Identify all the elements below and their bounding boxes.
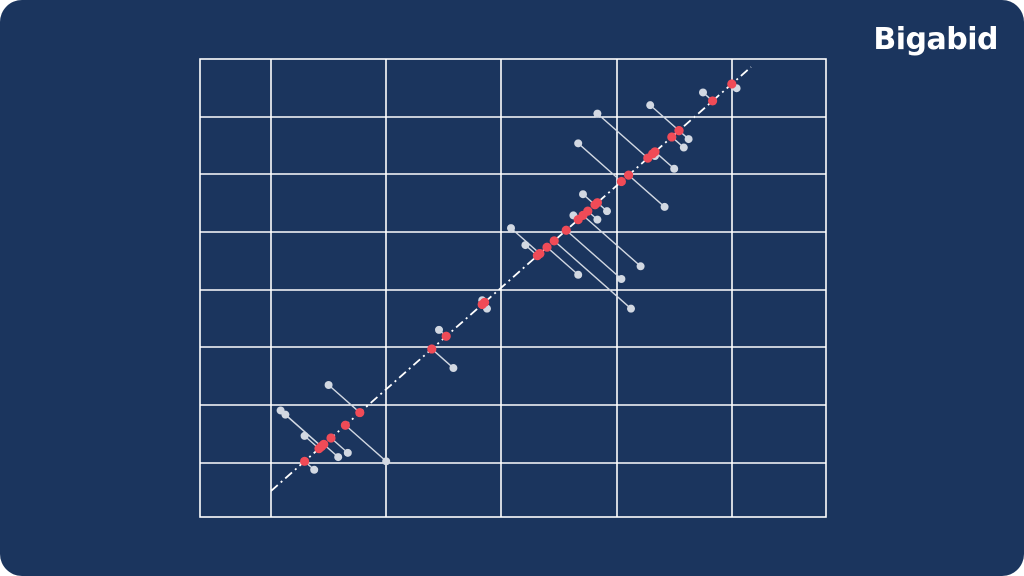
projected-point <box>708 96 718 106</box>
projection-connector <box>577 142 622 183</box>
projection-connector <box>510 227 541 255</box>
projected-point <box>532 251 543 261</box>
grid-frame <box>199 58 827 518</box>
projected-point <box>477 299 487 310</box>
data-point <box>449 364 458 373</box>
data-point <box>646 101 655 110</box>
data-point <box>310 465 319 474</box>
data-point <box>507 224 515 233</box>
data-point <box>382 457 391 466</box>
projected-point <box>592 198 603 208</box>
projection-connector <box>628 174 666 208</box>
data-point <box>579 190 587 199</box>
connector-lines <box>280 83 738 471</box>
projected-point <box>355 407 365 418</box>
projected-point <box>340 420 350 430</box>
data-point <box>603 207 611 216</box>
data-points <box>276 84 741 474</box>
projection-connector <box>582 214 642 267</box>
projection-connector <box>284 414 322 448</box>
data-point <box>593 109 602 118</box>
data-point <box>281 410 290 419</box>
projected-point <box>667 132 677 142</box>
grid <box>199 58 827 518</box>
projection-connector <box>565 229 622 280</box>
data-point <box>660 202 669 211</box>
projected-point <box>441 331 451 341</box>
brand-logo: Bigabid <box>873 22 998 57</box>
projected-point <box>549 236 559 246</box>
data-point <box>627 304 635 313</box>
projected-points <box>300 79 737 466</box>
data-point <box>300 431 309 440</box>
projected-point <box>674 126 684 136</box>
data-point <box>343 448 352 457</box>
data-point <box>679 143 688 152</box>
projected-point <box>727 79 737 89</box>
data-point <box>324 381 333 389</box>
projection-connector <box>344 424 387 462</box>
data-point <box>699 88 707 97</box>
projected-point <box>616 176 627 187</box>
data-point <box>617 275 626 283</box>
projection-connector <box>553 240 632 310</box>
data-point <box>334 453 343 462</box>
data-point <box>521 241 530 250</box>
data-point <box>593 215 602 224</box>
data-point <box>670 164 679 173</box>
data-point <box>574 139 583 148</box>
data-point <box>684 135 693 144</box>
data-point <box>574 270 583 279</box>
projection-connector <box>431 348 454 369</box>
projected-point <box>326 433 336 443</box>
projected-point <box>542 242 552 252</box>
data-point <box>435 325 443 334</box>
projected-point <box>300 456 310 466</box>
projected-point <box>319 439 329 449</box>
data-point <box>636 262 645 271</box>
projected-point <box>624 170 634 180</box>
projection-connector <box>649 104 680 132</box>
projection-connector <box>328 384 361 414</box>
projected-point <box>578 210 588 220</box>
projected-point <box>561 225 571 235</box>
projected-point <box>427 344 437 354</box>
projected-point <box>648 149 658 159</box>
projection-connector <box>596 113 649 159</box>
projection-connector <box>546 246 579 276</box>
